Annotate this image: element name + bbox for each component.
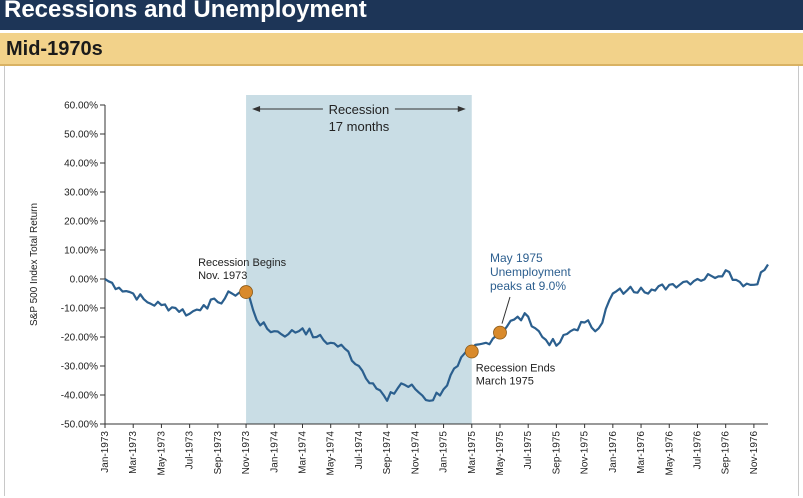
y-tick-label: -50.00% <box>61 420 98 431</box>
x-tick-label: Nov-1973 <box>241 431 252 475</box>
section-title: Mid-1970s <box>6 38 103 60</box>
y-tick-label: -20.00% <box>61 333 98 344</box>
x-tick-label: Nov-1976 <box>749 431 760 475</box>
marker-end-label-line1: Recession Ends <box>476 363 556 375</box>
x-tick-label: May-1975 <box>495 431 506 476</box>
header-bar: Recessions and Unemployment <box>0 0 803 30</box>
marker-unemployment-label-line3: peaks at 9.0% <box>490 279 566 293</box>
y-tick-label: -40.00% <box>61 391 98 402</box>
recession-label: Recession 17 months <box>252 102 466 134</box>
marker-point-2 <box>493 325 507 340</box>
y-tick-label: 60.00% <box>64 101 98 112</box>
x-axis: Jan-1973 Mar-1973 May-1973 Jul-1973 Sep-1973… <box>100 423 768 476</box>
marker-unemployment-label-line1: May 1975 <box>490 251 543 265</box>
markers <box>239 285 507 359</box>
x-tick-label: Sep-1974 <box>382 431 393 475</box>
x-tick-label: Sep-1976 <box>721 431 732 475</box>
y-tick-label: 10.00% <box>64 246 98 257</box>
x-tick-label: Sep-1975 <box>551 431 562 475</box>
page-title: Recessions and Unemployment <box>4 0 367 23</box>
x-tick-label: Nov-1975 <box>580 431 591 475</box>
marker-point-0 <box>239 285 253 299</box>
x-tick-label: Jul-1976 <box>692 431 703 470</box>
marker-begin-label-line2: Nov. 1973 <box>198 270 247 282</box>
recession-arrowhead-right <box>457 106 466 112</box>
marker-end-label-line2: March 1975 <box>476 376 534 388</box>
x-tick-label: May-1973 <box>156 431 167 476</box>
subheader-bar: Mid-1970s <box>0 30 803 66</box>
marker-unemployment-label-line2: Unemployment <box>490 265 571 279</box>
y-axis-label: S&P 500 Index Total Return <box>29 203 40 326</box>
y-tick-label: 30.00% <box>64 188 98 199</box>
x-tick-label: Jul-1973 <box>185 431 196 470</box>
x-tick-label: Mar-1976 <box>636 431 647 474</box>
x-tick-label: Mar-1975 <box>467 431 478 474</box>
recession-label-line2: 17 months <box>329 119 390 134</box>
x-tick-label: May-1974 <box>326 431 337 476</box>
x-tick-label: Mar-1973 <box>128 431 139 474</box>
chart-frame <box>4 66 799 496</box>
y-tick-label: 20.00% <box>64 217 98 228</box>
marker-unemployment-pointer <box>501 296 511 324</box>
y-tick-label: -30.00% <box>61 362 98 373</box>
recession-label-line1: Recession <box>329 102 390 117</box>
marker-point-1 <box>464 344 479 359</box>
x-tick-label: Nov-1974 <box>410 431 421 475</box>
y-tick-label: 40.00% <box>64 159 98 170</box>
y-tick-label: 0.00% <box>70 275 98 286</box>
x-tick-label: Jul-1974 <box>354 431 365 470</box>
x-tick-label: Sep-1973 <box>213 431 224 475</box>
x-tick-label: Jan-1973 <box>100 431 111 473</box>
y-axis: 60.00% 50.00% 40.00% 30.00% 20.00% 10.00% 0.00… <box>61 101 106 431</box>
marker-begin-label-line1: Recession Begins <box>198 257 287 269</box>
x-tick-label: Jan-1976 <box>608 431 619 473</box>
x-tick-label: Jul-1975 <box>523 431 534 470</box>
y-tick-label: -10.00% <box>61 304 98 315</box>
x-tick-label: Mar-1974 <box>297 431 308 474</box>
x-tick-label: Jan-1974 <box>269 431 280 473</box>
recession-band <box>246 95 472 424</box>
x-tick-label: Jan-1975 <box>439 431 450 473</box>
recession-arrowhead-left <box>252 106 261 112</box>
x-tick-label: May-1976 <box>664 431 675 476</box>
y-tick-label: 50.00% <box>64 130 98 141</box>
series-line <box>104 263 769 402</box>
